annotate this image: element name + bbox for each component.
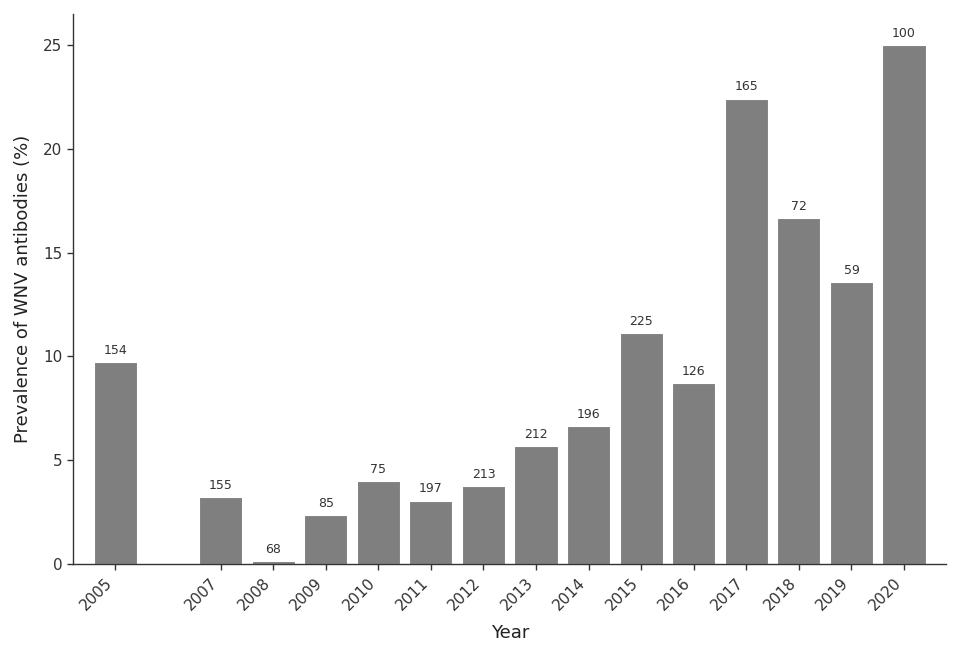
Bar — [515, 447, 558, 564]
Text: 212: 212 — [524, 428, 548, 441]
Text: 68: 68 — [265, 543, 281, 556]
Bar — [252, 561, 295, 564]
Bar — [462, 486, 505, 564]
Bar — [778, 218, 821, 564]
Text: 72: 72 — [791, 199, 806, 213]
Text: 155: 155 — [208, 479, 232, 492]
Text: 196: 196 — [577, 408, 600, 421]
Bar — [567, 426, 611, 564]
Text: 85: 85 — [318, 497, 334, 510]
Text: 154: 154 — [104, 344, 128, 357]
Text: 197: 197 — [419, 482, 443, 495]
Bar — [94, 362, 137, 564]
Bar — [725, 98, 768, 564]
Bar — [619, 333, 662, 564]
Bar — [357, 481, 400, 564]
Bar — [882, 45, 925, 564]
Bar — [199, 497, 242, 564]
Text: 126: 126 — [682, 365, 706, 378]
Text: 75: 75 — [371, 462, 386, 476]
Bar — [304, 515, 348, 564]
Y-axis label: Prevalence of WNV antibodies (%): Prevalence of WNV antibodies (%) — [13, 134, 32, 443]
X-axis label: Year: Year — [491, 624, 529, 642]
Bar — [672, 382, 715, 564]
Text: 213: 213 — [471, 468, 495, 481]
Text: 100: 100 — [892, 27, 916, 40]
Text: 225: 225 — [630, 315, 653, 328]
Text: 165: 165 — [734, 81, 758, 93]
Bar — [409, 501, 452, 564]
Bar — [829, 283, 873, 564]
Text: 59: 59 — [844, 264, 859, 277]
